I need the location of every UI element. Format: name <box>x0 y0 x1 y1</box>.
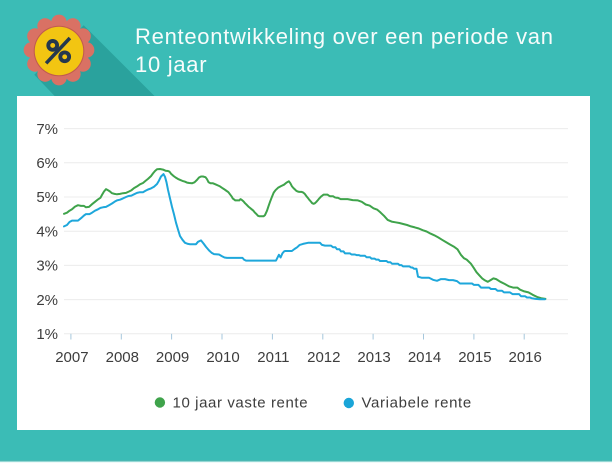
svg-text:10 jaar vaste rente: 10 jaar vaste rente <box>173 395 309 412</box>
svg-text:2015: 2015 <box>458 349 491 366</box>
svg-text:2009: 2009 <box>156 349 189 366</box>
svg-text:1%: 1% <box>36 326 58 343</box>
svg-text:2007: 2007 <box>55 349 88 366</box>
svg-text:5%: 5% <box>36 189 58 206</box>
svg-text:2010: 2010 <box>206 349 239 366</box>
svg-text:Variabele rente: Variabele rente <box>362 395 472 412</box>
svg-text:4%: 4% <box>36 223 58 240</box>
svg-text:2014: 2014 <box>408 349 441 366</box>
svg-text:2016: 2016 <box>509 349 542 366</box>
svg-text:2008: 2008 <box>106 349 139 366</box>
svg-text:2013: 2013 <box>357 349 390 366</box>
svg-text:2011: 2011 <box>257 349 289 366</box>
svg-text:2%: 2% <box>36 292 58 309</box>
svg-text:2012: 2012 <box>307 349 340 366</box>
svg-text:6%: 6% <box>36 155 58 172</box>
svg-text:7%: 7% <box>36 121 58 138</box>
svg-text:3%: 3% <box>36 258 58 275</box>
